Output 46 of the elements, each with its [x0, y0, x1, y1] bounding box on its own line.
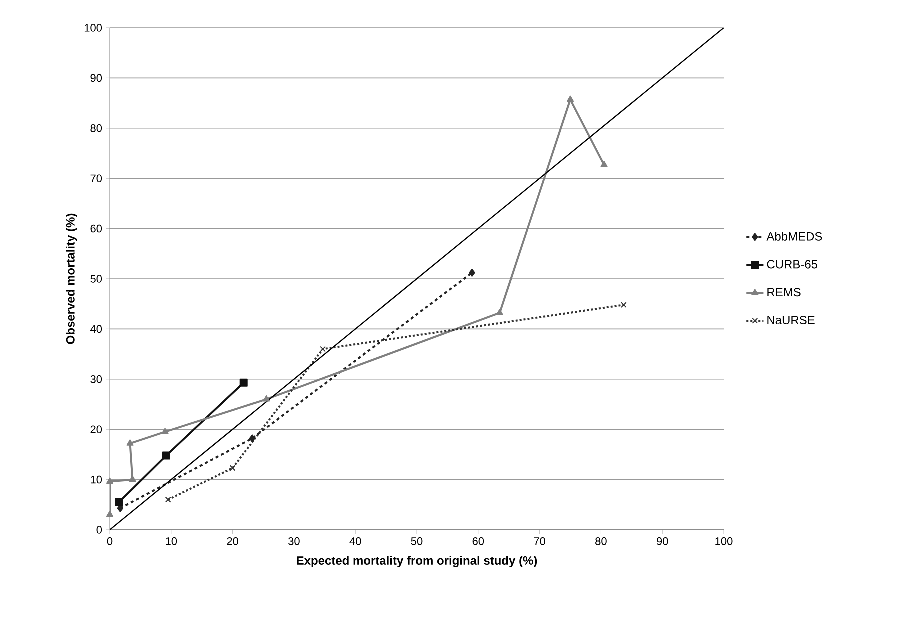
x-tick-label: 90	[657, 538, 668, 546]
point	[263, 395, 270, 402]
x-tick-label: 20	[227, 538, 238, 546]
point	[165, 496, 172, 503]
x-tick-label: 0	[107, 538, 113, 546]
x-tick-label: 30	[288, 538, 300, 546]
point	[620, 302, 627, 308]
y-tick-label: 60	[90, 224, 102, 233]
point	[115, 498, 124, 506]
y-axis-title: Observed mortality (%)	[66, 214, 78, 344]
point	[600, 161, 608, 168]
y-tick-label: 30	[90, 376, 102, 384]
point	[129, 476, 136, 482]
y-tick-label: 90	[90, 74, 102, 82]
point	[240, 378, 248, 387]
point	[249, 434, 256, 443]
x-tick-label: 10	[166, 538, 178, 546]
point	[496, 309, 504, 316]
point	[126, 440, 134, 446]
point	[106, 478, 114, 484]
x-tick-label: 70	[534, 538, 546, 546]
y-tick-label: 20	[90, 426, 102, 434]
x-tick-label: 50	[411, 538, 423, 546]
x-tick-label: 40	[350, 538, 362, 546]
y-tick-label: 40	[90, 325, 102, 334]
point	[106, 510, 114, 518]
x-axis-title: Expected mortality from original study (%)	[297, 556, 538, 568]
y-tick-label: 70	[90, 174, 102, 182]
y-tick-label: 80	[90, 124, 102, 132]
legend-label: CURB-65	[767, 260, 818, 269]
point	[162, 428, 169, 434]
legend-label: REMS	[768, 288, 801, 297]
point	[162, 452, 170, 460]
point	[469, 268, 476, 277]
y-tick-label: 10	[91, 476, 102, 484]
point	[230, 465, 236, 472]
legend-label: AbbMEDS	[766, 232, 822, 241]
y-tick-label: 100	[84, 24, 102, 32]
legend-label: NaURSE	[768, 316, 815, 325]
x-tick-label: 80	[596, 538, 607, 546]
x-tick-label: 100	[716, 538, 733, 546]
point	[320, 346, 326, 352]
point	[566, 96, 574, 102]
y-tick-label: 50	[90, 275, 102, 283]
y-tick-label: 0	[96, 526, 102, 534]
x-tick-label: 60	[472, 538, 484, 546]
